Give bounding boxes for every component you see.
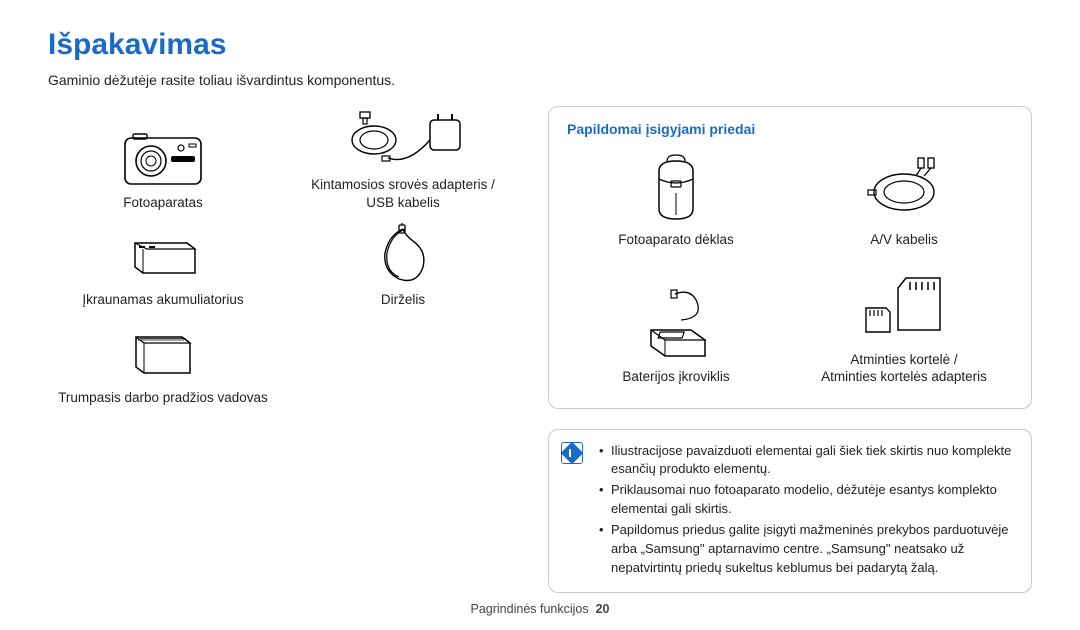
memory-card-icon [856,272,952,342]
charger-label: Baterijos įkroviklis [622,368,729,386]
footer-section: Pagrindinės funkcijos [471,602,589,616]
right-panel: Papildomai įsigyjami priedai Fotoaparato [548,106,1032,593]
av-cable-icon [856,154,952,222]
accessories-grid: Fotoaparato dėklas [567,145,1013,390]
item-av-cable: A/V kabelis [795,145,1013,253]
note-icon [561,442,583,464]
memory-label: Atminties kortelė / Atminties kortelės a… [821,351,987,386]
item-charger: Baterijos įkroviklis [567,263,785,390]
content-row: Fotoaparatas [48,106,1032,593]
strap-label: Dirželis [381,291,425,309]
note-box: Iliustracijose pavaizduoti elementai gal… [548,429,1032,593]
camera-case-icon [651,153,701,223]
av-cable-label: A/V kabelis [870,231,938,249]
item-memory: Atminties kortelė / Atminties kortelės a… [795,263,1013,390]
item-manual: Trumpasis darbo pradžios vadovas [48,319,278,411]
included-grid: Fotoaparatas [48,106,518,410]
item-case: Fotoaparato dėklas [567,145,785,253]
item-adapter-usb: Kintamosios srovės adapteris / USB kabel… [288,106,518,215]
adapter-usb-label: Kintamosios srovės adapteris / USB kabel… [311,176,495,211]
accessories-heading: Papildomai įsigyjami priedai [567,121,1013,137]
page-subtitle: Gaminio dėžutėje rasite toliau išvardint… [48,72,1032,88]
battery-label: Įkraunamas akumuliatorius [82,291,243,309]
included-items-panel: Fotoaparatas [48,106,518,593]
case-label: Fotoaparato dėklas [618,231,734,249]
accessories-box: Papildomai įsigyjami priedai Fotoaparato [548,106,1032,409]
page-footer: Pagrindinės funkcijos 20 [0,602,1080,616]
camera-icon [123,132,203,186]
page-title: Išpakavimas [48,28,1032,62]
manual-label: Trumpasis darbo pradžios vadovas [58,389,268,407]
note-item: Priklausomai nuo fotoaparato modelio, dė… [599,481,1015,519]
item-camera: Fotoaparatas [48,106,278,215]
manual-icon [130,329,196,379]
note-item: Iliustracijose pavaizduoti elementai gal… [599,442,1015,480]
strap-icon [369,223,437,289]
note-item: Papildomus priedus galite įsigyti mažmen… [599,521,1015,578]
item-battery: Įkraunamas akumuliatorius [48,221,278,313]
charger-icon [631,286,721,362]
battery-icon [127,233,199,279]
footer-page-number: 20 [596,602,610,616]
item-strap: Dirželis [288,221,518,313]
adapter-usb-icon [338,110,468,172]
camera-label: Fotoaparatas [123,194,203,212]
